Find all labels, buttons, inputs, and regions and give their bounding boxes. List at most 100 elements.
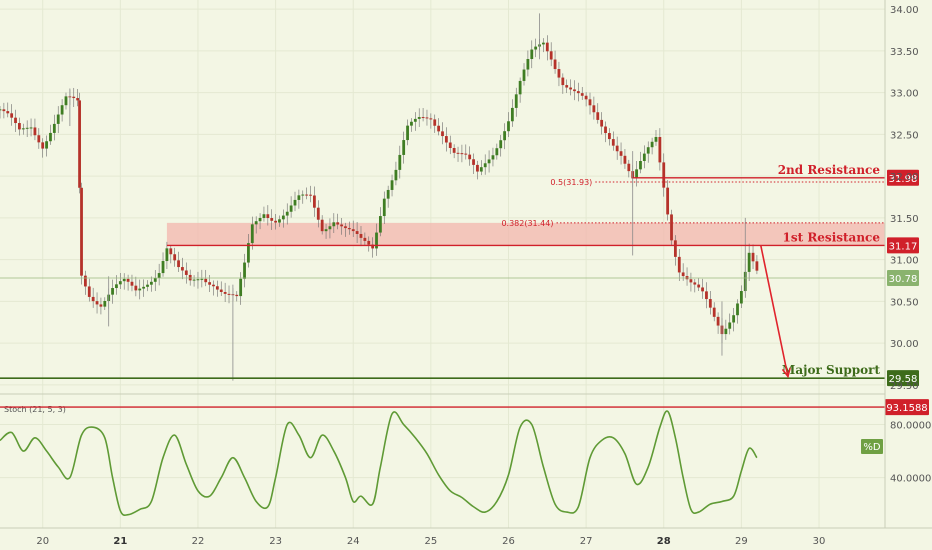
level-name: Major Support (782, 363, 880, 377)
candle-body (604, 126, 607, 134)
candle-body (378, 216, 382, 233)
candle-body (21, 128, 25, 130)
candle-body (580, 93, 584, 96)
projection-layer (760, 245, 791, 379)
candle-body (29, 127, 33, 129)
candle-body (301, 194, 305, 196)
candle-body (689, 279, 693, 283)
level-pill (887, 237, 919, 254)
candle-body (324, 229, 328, 232)
price-tick-label: 31.00 (890, 256, 919, 267)
x-tick-label: 24 (347, 536, 360, 547)
candle-body (545, 42, 549, 52)
candle-body (495, 148, 499, 156)
candle-body (142, 286, 146, 289)
candle-body (208, 282, 212, 285)
stoch-tick-label: 40.0000 (890, 474, 931, 485)
candle-body (639, 161, 642, 170)
candle-body (10, 113, 14, 118)
candle-body (542, 42, 545, 45)
horizontal-grid (0, 8, 885, 386)
candle-body (243, 262, 246, 279)
candle-body (673, 240, 677, 257)
candle-body (615, 145, 619, 152)
overbought-pill (885, 399, 929, 416)
x-tick-label: 28 (657, 536, 671, 547)
stoch-d-line (0, 410, 758, 516)
candle-body (200, 278, 204, 280)
candle-body (569, 87, 572, 90)
candle-body (351, 229, 355, 232)
price-tick-label: 30.50 (890, 297, 919, 308)
stochastic-panel: Stoch (21, 5, 3) 80.0000 40.0000 93.1588 %D (0, 399, 931, 516)
price-tick-label: 30.00 (890, 339, 919, 350)
candle-body (413, 118, 417, 122)
candle-body (666, 187, 670, 215)
candle-body (328, 226, 332, 230)
candle-body (173, 254, 177, 261)
candle-body (363, 237, 367, 241)
candle-body (681, 272, 685, 277)
candle-body (398, 154, 402, 170)
candle-body (130, 281, 134, 286)
candle-body (165, 248, 169, 262)
price-tick-label: 34.00 (890, 5, 919, 16)
candle-body (2, 109, 6, 112)
candle-body (755, 261, 759, 271)
candle-body (576, 91, 580, 94)
price-tick-label: 33.00 (890, 89, 919, 100)
candle-body (95, 301, 99, 305)
candle-body (115, 284, 118, 289)
candle-body (64, 96, 68, 106)
candle-body (99, 304, 103, 307)
candle-body (732, 315, 736, 323)
candle-body (499, 140, 503, 149)
candle-body (557, 69, 561, 78)
candle-body (344, 226, 347, 229)
candle-body (592, 105, 596, 113)
current-price-pill (887, 269, 919, 286)
candle-body (728, 322, 732, 329)
candle-body (359, 233, 363, 238)
candle-body (472, 159, 475, 165)
candle-body (169, 248, 173, 255)
candle-body (146, 284, 149, 287)
candle-body (270, 218, 274, 221)
candle-body (390, 180, 394, 190)
candle-body (297, 195, 301, 200)
fib-label: 0.382(31.44) (501, 219, 553, 228)
candle-body (522, 69, 526, 81)
candle-body (87, 286, 91, 297)
candle-body (355, 231, 359, 234)
candle-body (456, 152, 460, 154)
candle-body (491, 155, 495, 160)
candle-body (215, 286, 219, 290)
candle-body (433, 119, 437, 126)
candle-body (78, 100, 81, 188)
candle-body (111, 288, 114, 295)
candle-body (375, 232, 378, 249)
candle-body (736, 303, 739, 316)
candle-body (406, 125, 409, 141)
x-tick-label: 21 (113, 536, 127, 547)
x-tick-label: 25 (424, 536, 437, 547)
candle-body (0, 109, 2, 111)
candle-body (281, 215, 285, 220)
candle-body (122, 278, 126, 282)
fib-label: 0.5(31.93) (550, 178, 592, 187)
candle-body (52, 123, 56, 133)
candle-body (153, 277, 157, 282)
candle-body (60, 105, 64, 115)
level-name: 2nd Resistance (778, 163, 881, 177)
stoch-series-label: %D (863, 442, 881, 453)
projection-arrow-head (781, 367, 791, 379)
candle-body (134, 285, 138, 291)
candle-body (739, 291, 743, 304)
candle-body (262, 214, 266, 218)
candle-body (76, 98, 80, 101)
candle-body (126, 278, 130, 282)
candle-body (479, 167, 483, 172)
